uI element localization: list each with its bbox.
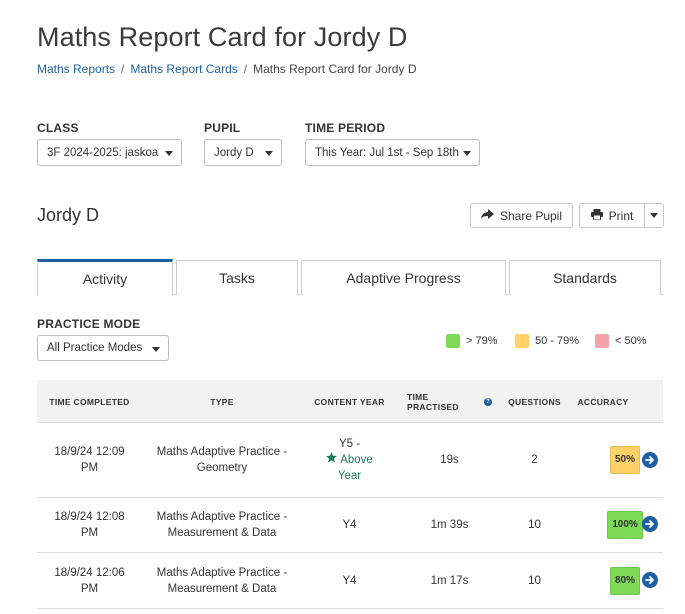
- time-completed-cell: 18/9/24 12:08 PM: [37, 498, 142, 552]
- share-pupil-button[interactable]: Share Pupil: [470, 203, 573, 228]
- above-year-text-line2: Year: [337, 470, 362, 482]
- above-year-label: Above: [326, 452, 373, 468]
- type-subtext: Geometry: [196, 462, 248, 474]
- content-year-cell: Y5 - Above Year: [302, 423, 397, 497]
- arrow-right-circle-icon[interactable]: [642, 516, 658, 532]
- column-header-time-completed: TIME COMPLETED: [49, 396, 130, 407]
- chevron-down-icon: [463, 151, 471, 156]
- type-cell: Maths Adaptive Practice - Measurement & …: [147, 498, 297, 552]
- type-cell: Maths Adaptive Practice - Geometry: [147, 423, 297, 497]
- arrow-right-circle-icon[interactable]: [642, 452, 658, 468]
- questions-cell: 2: [531, 454, 538, 466]
- tab-standards[interactable]: Standards: [509, 260, 661, 295]
- breadcrumb-maths-report-cards[interactable]: Maths Report Cards: [130, 62, 238, 76]
- pupil-name-heading: Jordy D: [37, 205, 100, 225]
- printer-icon: [590, 208, 603, 223]
- content-year-cell: Y4: [342, 519, 357, 531]
- column-header-time-practised-label: TIME PRACTISED: [407, 391, 459, 412]
- help-icon[interactable]: ?: [484, 397, 492, 406]
- chevron-down-icon: [165, 151, 173, 156]
- accuracy-cell: 50%: [572, 423, 658, 497]
- time-completed-cell: 18/9/24 12:09 PM: [37, 423, 142, 497]
- activity-table-header: TIME COMPLETED TYPE CONTENT YEAR TIME PR…: [37, 380, 663, 423]
- practice-mode-select-value: All Practice Modes: [47, 342, 143, 354]
- tab-tasks[interactable]: Tasks: [176, 260, 298, 295]
- pupil-filter-label: PUPIL: [204, 121, 241, 135]
- legend-swatch-high: [446, 334, 460, 348]
- legend-low: < 50%: [595, 334, 647, 348]
- chevron-down-icon: [650, 213, 658, 218]
- print-label: Print: [608, 208, 634, 223]
- time-period-select-value: This Year: Jul 1st - Sep 18th: [315, 146, 459, 159]
- column-header-accuracy: ACCURACY: [577, 396, 629, 407]
- practice-mode-select[interactable]: All Practice Modes: [37, 335, 169, 361]
- time-completed-ampm: PM: [80, 527, 99, 539]
- breadcrumb-separator: /: [243, 62, 248, 76]
- chevron-down-icon: [152, 347, 160, 352]
- arrow-right-circle-icon[interactable]: [642, 572, 658, 588]
- table-row: 18/9/24 12:06 PM Maths Adaptive Practice…: [37, 553, 663, 609]
- tab-activity[interactable]: Activity: [37, 259, 173, 296]
- breadcrumb-current: Maths Report Card for Jordy D: [253, 62, 417, 76]
- questions-cell: 10: [528, 519, 541, 531]
- legend-mid: 50 - 79%: [515, 334, 579, 348]
- time-completed-ampm: PM: [80, 462, 99, 474]
- breadcrumb: Maths Reports / Maths Report Cards / Mat…: [37, 62, 416, 76]
- share-icon: [480, 208, 494, 223]
- class-select-value: 3F 2024-2025: jaskoa: [47, 146, 159, 159]
- time-completed-cell: 18/9/24 12:06 PM: [37, 553, 142, 608]
- time-practised-cell: 1m 17s: [430, 574, 469, 587]
- content-year-text: Y5 -: [338, 438, 361, 450]
- table-row: 18/9/24 12:08 PM Maths Adaptive Practice…: [37, 498, 663, 553]
- class-select[interactable]: 3F 2024-2025: jaskoa: [37, 139, 182, 166]
- accuracy-badge: 50%: [609, 446, 640, 474]
- time-completed-text: 18/9/24 12:08: [54, 511, 125, 523]
- legend-label-high: > 79%: [466, 335, 498, 347]
- accuracy-badge: 80%: [609, 566, 640, 595]
- type-subtext: Measurement & Data: [167, 527, 277, 539]
- share-pupil-label: Share Pupil: [499, 208, 563, 223]
- legend-swatch-low: [595, 334, 609, 348]
- practice-mode-label: PRACTICE MODE: [37, 317, 141, 331]
- time-period-filter-label: TIME PERIOD: [305, 121, 386, 135]
- breadcrumb-separator: /: [121, 62, 125, 76]
- pupil-select-value: Jordy D: [214, 146, 254, 159]
- content-year-cell: Y4: [342, 574, 357, 587]
- time-practised-cell: 19s: [440, 454, 459, 466]
- column-header-content-year: CONTENT YEAR: [314, 396, 385, 407]
- column-header-type: TYPE: [210, 396, 234, 407]
- page-title: Maths Report Card for Jordy D: [37, 22, 408, 52]
- legend-label-low: < 50%: [615, 335, 647, 347]
- class-filter-label: CLASS: [37, 121, 79, 135]
- legend-label-mid: 50 - 79%: [535, 335, 580, 347]
- report-tabs: Activity Tasks Adaptive Progress Standar…: [37, 259, 663, 296]
- time-completed-text: 18/9/24 12:09: [54, 446, 125, 458]
- column-header-time-practised: TIME PRACTISED ?: [407, 380, 492, 423]
- breadcrumb-maths-reports[interactable]: Maths Reports: [37, 62, 116, 76]
- legend-swatch-mid: [515, 334, 529, 348]
- accuracy-badge: 100%: [607, 511, 643, 539]
- questions-cell: 10: [528, 574, 541, 587]
- type-text: Maths Adaptive Practice -: [156, 511, 288, 523]
- type-text: Maths Adaptive Practice -: [156, 566, 288, 579]
- table-row: 18/9/24 12:09 PM Maths Adaptive Practice…: [37, 423, 663, 498]
- print-button[interactable]: Print: [579, 203, 645, 228]
- column-header-questions: QUESTIONS: [508, 396, 561, 407]
- above-year-text-line1: Above: [340, 454, 373, 466]
- star-icon: [326, 452, 338, 468]
- time-completed-text: 18/9/24 12:06: [54, 566, 125, 579]
- pupil-select[interactable]: Jordy D: [204, 139, 282, 166]
- legend-high: > 79%: [446, 334, 498, 348]
- type-subtext: Measurement & Data: [167, 582, 277, 595]
- print-options-dropdown[interactable]: [644, 203, 664, 228]
- tab-adaptive-progress[interactable]: Adaptive Progress: [301, 260, 506, 295]
- type-text: Maths Adaptive Practice -: [156, 446, 288, 458]
- type-cell: Maths Adaptive Practice - Measurement & …: [147, 553, 297, 608]
- accuracy-cell: 80%: [572, 553, 658, 608]
- chevron-down-icon: [265, 151, 273, 156]
- time-completed-ampm: PM: [80, 582, 99, 595]
- time-period-select[interactable]: This Year: Jul 1st - Sep 18th: [305, 139, 480, 166]
- time-practised-cell: 1m 39s: [430, 519, 469, 531]
